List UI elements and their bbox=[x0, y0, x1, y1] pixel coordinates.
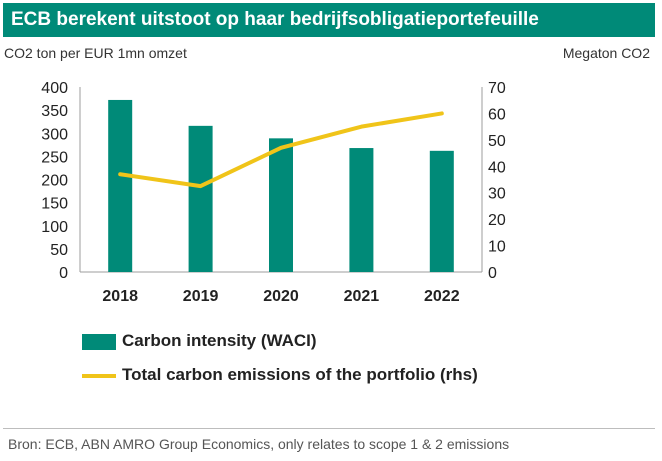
footer-divider bbox=[3, 428, 655, 429]
left-tick-label: 400 bbox=[41, 80, 68, 97]
legend-bar-label: Carbon intensity (WACI) bbox=[122, 331, 317, 350]
right-tick-label: 60 bbox=[488, 106, 506, 123]
left-tick-label: 0 bbox=[59, 265, 68, 282]
chart-title: ECB berekent uitstoot op haar bedrijfsob… bbox=[3, 3, 655, 37]
x-tick-label: 2020 bbox=[263, 288, 299, 305]
source-note: Bron: ECB, ABN AMRO Group Economics, onl… bbox=[8, 436, 510, 452]
x-tick-label: 2018 bbox=[102, 288, 138, 305]
right-axis-unit: Megaton CO2 bbox=[562, 45, 650, 61]
left-tick-label: 100 bbox=[41, 219, 68, 236]
x-tick-label: 2021 bbox=[344, 288, 380, 305]
right-tick-label: 50 bbox=[488, 133, 506, 150]
right-tick-label: 70 bbox=[488, 80, 506, 97]
legend-bar-swatch bbox=[82, 333, 116, 350]
bar-2020 bbox=[269, 138, 293, 272]
legend-line-swatch bbox=[82, 373, 116, 378]
left-tick-label: 150 bbox=[41, 196, 68, 213]
legend-line-label: Total carbon emissions of the portfolio … bbox=[122, 365, 478, 384]
left-tick-label: 350 bbox=[41, 103, 68, 120]
right-tick-label: 0 bbox=[488, 265, 497, 282]
left-tick-label: 300 bbox=[41, 126, 68, 143]
bar-2022 bbox=[429, 150, 454, 272]
right-tick-label: 10 bbox=[488, 239, 506, 256]
right-tick-label: 30 bbox=[488, 186, 506, 203]
bar-2018 bbox=[108, 99, 133, 272]
legend-item-line: Total carbon emissions of the portfolio … bbox=[82, 364, 478, 386]
right-tick-label: 20 bbox=[488, 212, 506, 229]
right-tick-label: 40 bbox=[488, 159, 506, 176]
bar-2021 bbox=[349, 148, 374, 272]
x-tick-label: 2022 bbox=[424, 288, 460, 305]
legend-item-bar: Carbon intensity (WACI) bbox=[82, 330, 317, 352]
left-tick-label: 250 bbox=[41, 149, 68, 166]
left-tick-label: 50 bbox=[50, 242, 68, 259]
combo-chart: 0 50 100 150 200 250 300 350 400 0 10 20 30 40 50 60 70 2… bbox=[41, 80, 506, 305]
left-axis-unit: CO2 ton per EUR 1mn omzet bbox=[4, 45, 187, 61]
bar-2019 bbox=[188, 125, 213, 272]
left-tick-label: 200 bbox=[41, 173, 68, 190]
x-tick-label: 2019 bbox=[183, 288, 219, 305]
